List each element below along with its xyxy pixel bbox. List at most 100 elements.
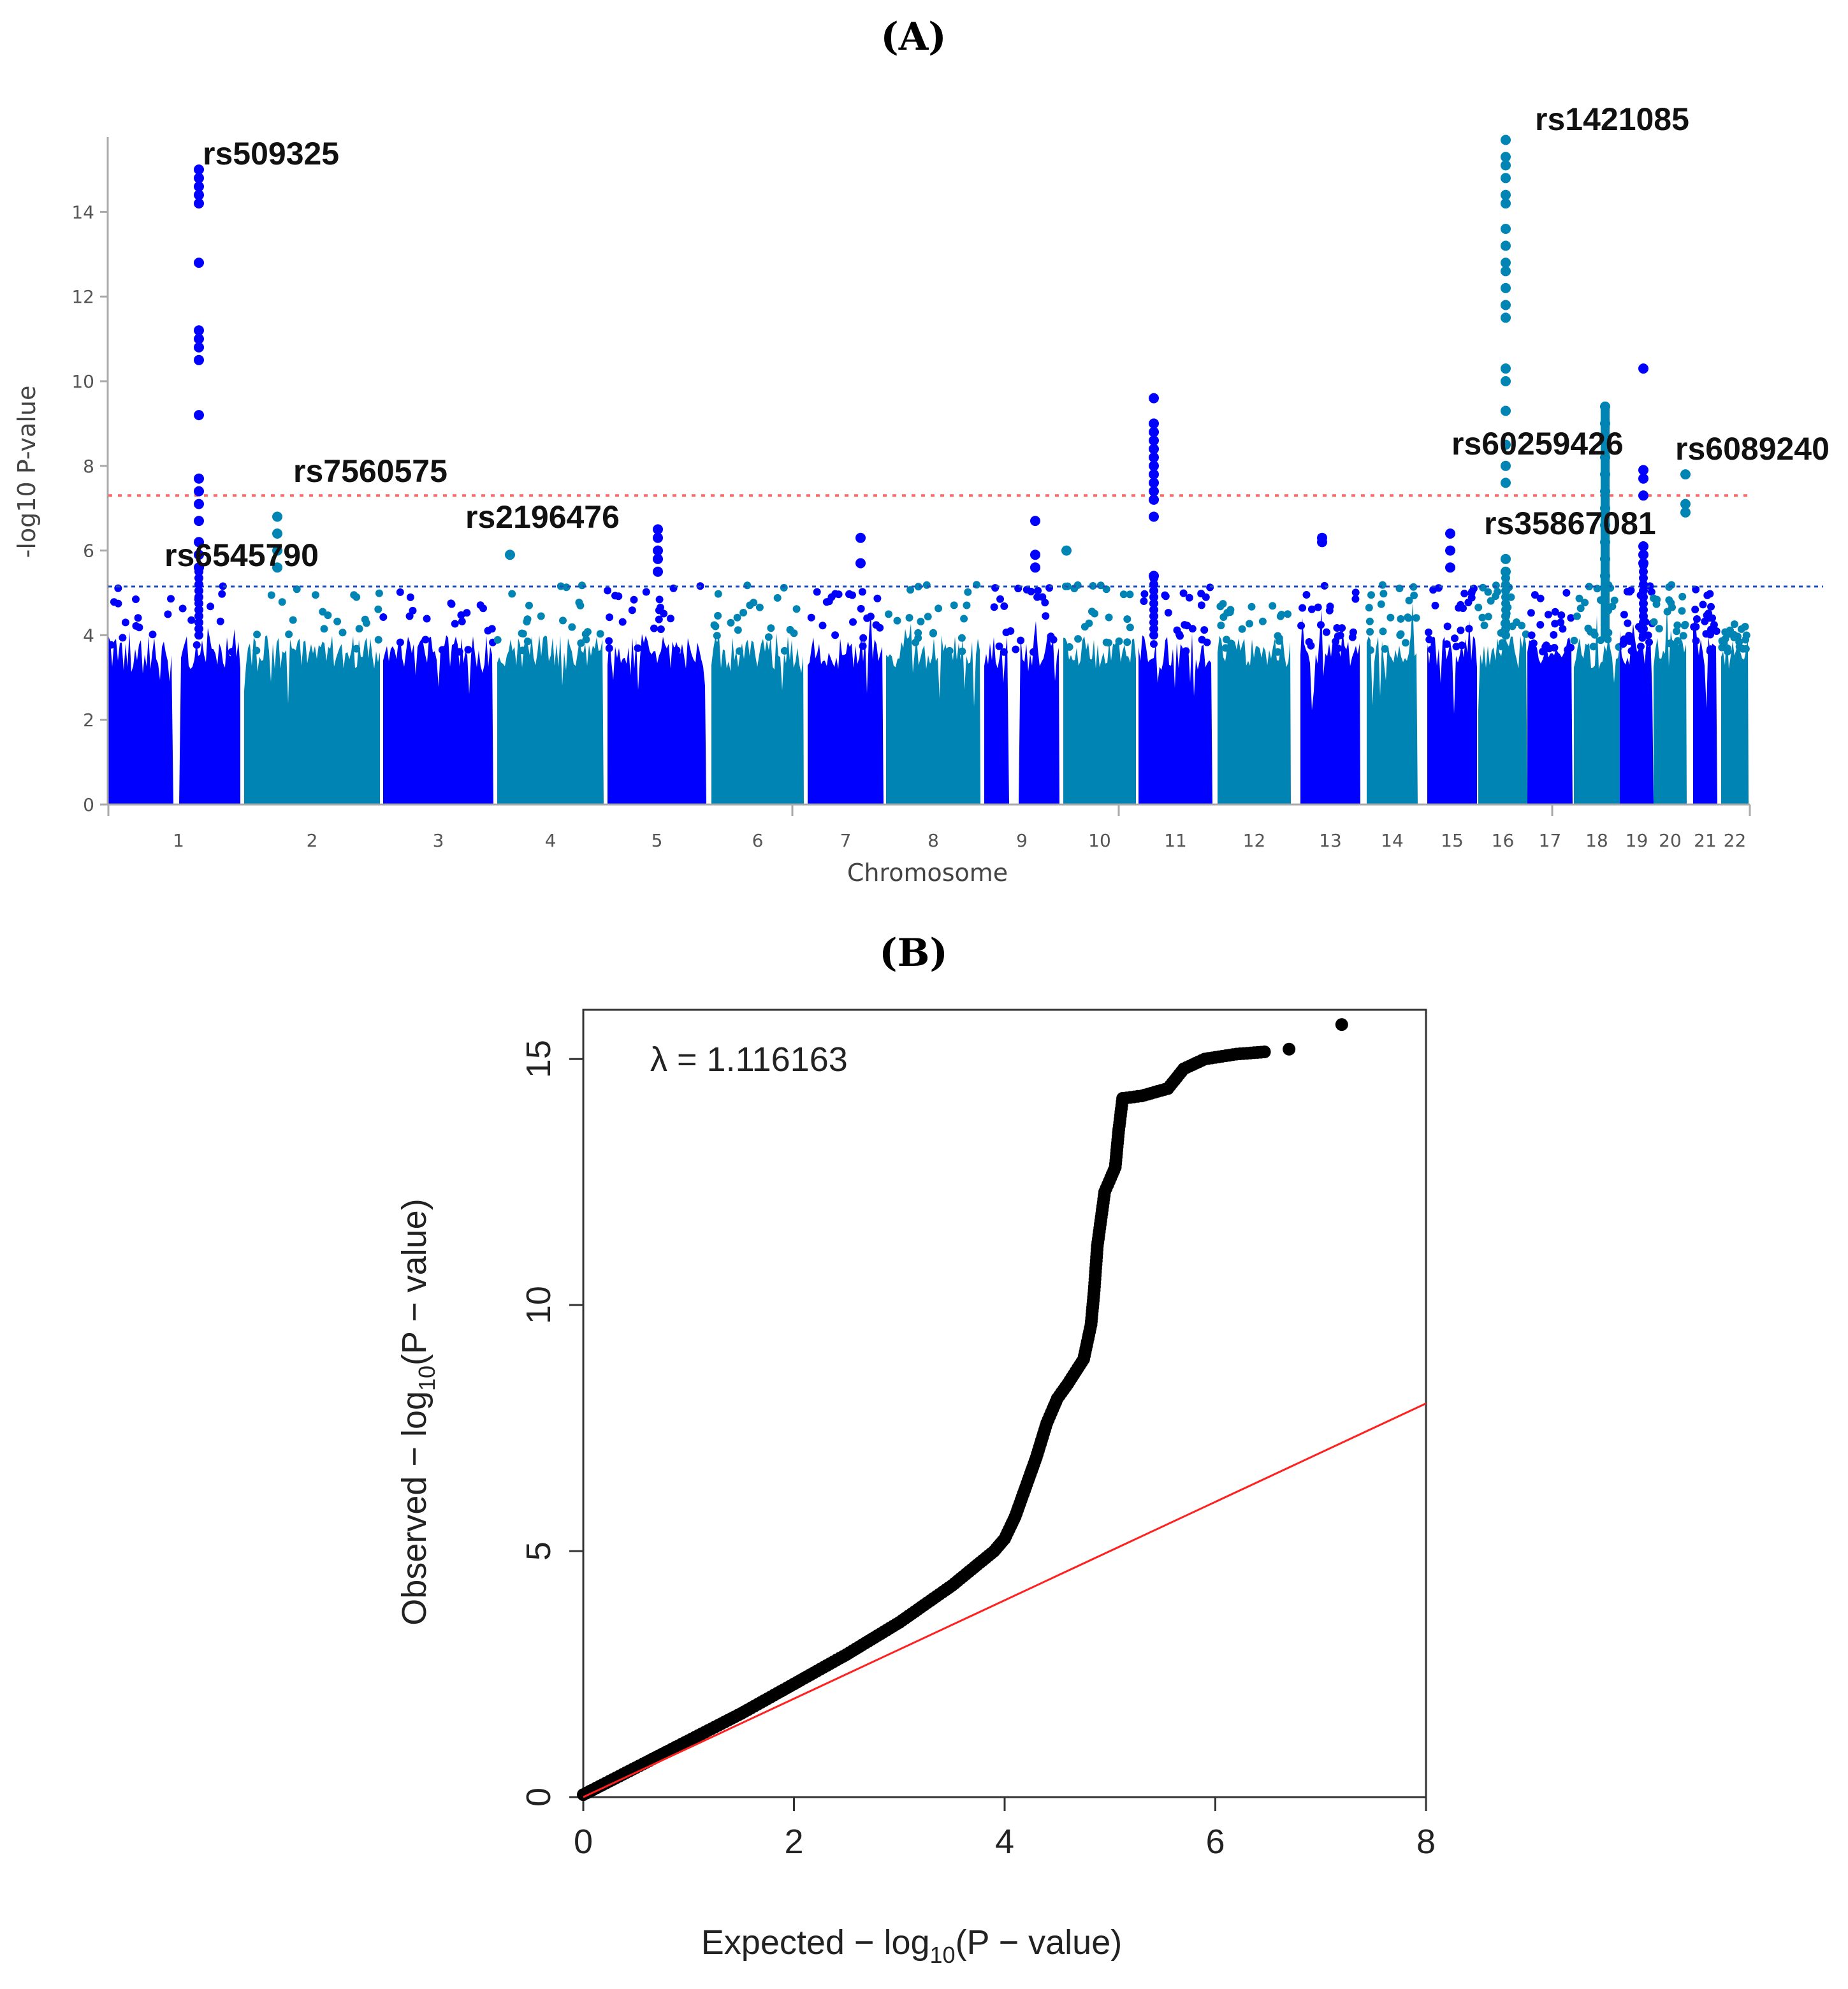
snp-point [596, 630, 604, 638]
snp-point [950, 601, 958, 609]
peak-snp-point-chr18 [1600, 503, 1610, 514]
snp-point [1699, 601, 1707, 609]
snp-point [218, 590, 226, 598]
peak-snp-point-chr16 [1501, 611, 1510, 621]
peak-snp-point-chr11 [1149, 486, 1159, 497]
panel-a-title: (A) [880, 15, 946, 59]
snp-point [1584, 624, 1592, 632]
chromosome-label-20: 20 [1659, 830, 1682, 851]
snp-point [1246, 620, 1253, 628]
snp-point [1402, 639, 1409, 647]
qq-reference-line [583, 1402, 1427, 1798]
snp-point [957, 634, 966, 642]
snp-point [518, 646, 527, 655]
chr-9-points [984, 621, 1059, 805]
peak-snp-point-chr16 [1501, 405, 1511, 416]
snp-label-rs509325: rs509325 [203, 136, 339, 171]
snp-point [1102, 638, 1110, 646]
snp-point [583, 628, 592, 636]
snp-point [1557, 611, 1566, 619]
chromosome-label-9: 9 [1016, 830, 1028, 851]
peak-snp-point-chr19 [1639, 592, 1648, 602]
snp-point [1627, 647, 1636, 655]
snp-label-rs2196476: rs2196476 [465, 499, 620, 535]
snp-point [1527, 631, 1536, 639]
peak-snp-point-chr1 [194, 618, 203, 627]
snp-point [353, 645, 361, 653]
snp-point [228, 648, 236, 656]
peak-snp-point-chr11 [1149, 579, 1158, 589]
snp-point [1562, 588, 1571, 597]
peak-snp-point-chr1 [194, 499, 204, 509]
snp-point [1544, 611, 1552, 619]
peak-snp-point-chr11 [1149, 573, 1158, 583]
snp-point [667, 615, 674, 623]
peak-snp-point-chr18 [1600, 520, 1610, 530]
qq-x-label-sub: 10 [930, 1942, 956, 1968]
peak-snp-point-chr1 [194, 325, 204, 336]
snp-point [914, 583, 922, 591]
snp-point [1678, 592, 1687, 601]
snp-point [660, 609, 668, 618]
peak-snp-point-chr11 [1149, 452, 1159, 463]
snp-point [1238, 625, 1246, 633]
chr-15-points [1427, 620, 1477, 805]
peak-snp-point-chr19 [1639, 573, 1648, 583]
manhattan-points [107, 581, 1750, 805]
snp-point [1091, 609, 1099, 618]
snp-point [1275, 637, 1283, 645]
snp-point [252, 646, 261, 655]
peak-snp-point-chr11 [1149, 426, 1159, 437]
snp-point [827, 593, 836, 601]
peak-snp-point-chr20 [1680, 469, 1691, 480]
peak-snp-point-chr19 [1639, 599, 1648, 608]
snp-point [1457, 626, 1465, 634]
snp-point [1223, 636, 1230, 644]
peak-snp-point-chr19 [1638, 473, 1648, 484]
snp-point [1073, 581, 1082, 589]
snp-point [278, 598, 286, 606]
snp-point [455, 648, 463, 656]
snp-point [859, 642, 867, 650]
chr-16-points [1478, 634, 1527, 805]
snp-label-rs35867081: rs35867081 [1484, 506, 1656, 541]
peak-snp-point-chr16 [1501, 312, 1511, 323]
chr-1-points [108, 627, 240, 805]
peak-snp-point-chr16 [1501, 605, 1510, 615]
snp-point [493, 636, 502, 644]
snp-point [991, 584, 1000, 592]
chr-4-points [497, 635, 604, 805]
peak-snp-point-chr2 [272, 511, 282, 522]
snp-point [1029, 648, 1038, 656]
snp-point [1620, 611, 1628, 619]
snp-point [739, 609, 748, 616]
snp-point [849, 618, 857, 626]
snp-point [605, 644, 613, 652]
snp-point [792, 605, 801, 613]
chromosome-label-17: 17 [1539, 830, 1562, 851]
chr-7-points [808, 611, 884, 805]
snp-point [1150, 640, 1158, 648]
snp-point [873, 594, 882, 602]
snp-point [405, 612, 414, 620]
snp-point [1320, 581, 1328, 590]
peak-snp-point-chr16 [1501, 240, 1511, 251]
peak-snp-point-chr1 [194, 624, 203, 634]
snp-point [1299, 604, 1307, 612]
chr-5-points [608, 634, 706, 805]
peak-snp-point-chr1 [194, 258, 204, 268]
snp-point [1518, 622, 1526, 630]
peak-snp-point-chr16 [1501, 566, 1511, 577]
snp-point [1366, 646, 1374, 654]
snp-point [289, 616, 297, 624]
snp-point [1559, 625, 1567, 633]
snp-point [1678, 607, 1686, 615]
snp-point [525, 601, 533, 609]
snp-point [149, 630, 157, 639]
snp-point [1467, 594, 1476, 602]
peak-snp-point-chr18 [1601, 624, 1610, 634]
snp-point [1443, 622, 1451, 630]
snp-point [1679, 632, 1687, 640]
snp-point [1624, 619, 1632, 627]
snp-point [1550, 644, 1559, 652]
